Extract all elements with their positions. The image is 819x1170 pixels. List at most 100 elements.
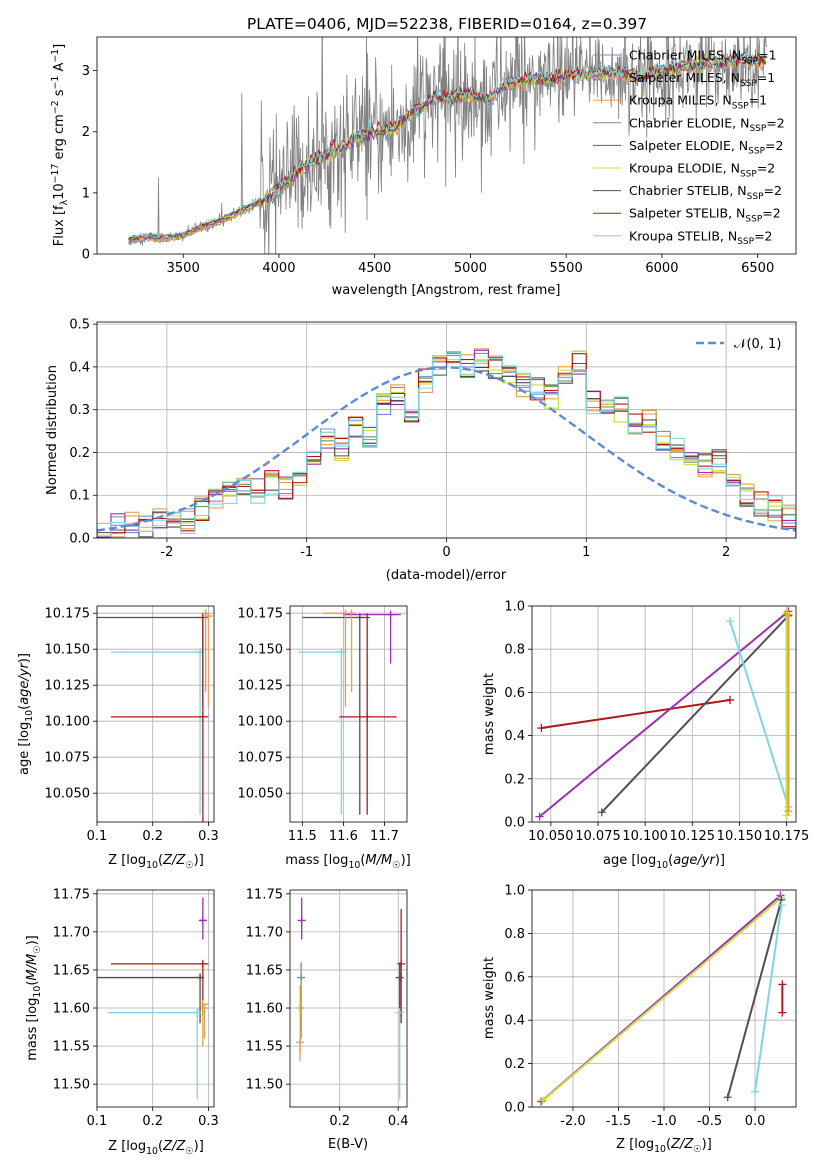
legend: Chabrier MILES, NSSP=1 Salpeter MILES, NS… [593,48,785,247]
x-tick-label: -1.0 [651,1114,676,1129]
y-tick-label: 10.075 [238,751,284,766]
y-tick-label: 11.65 [53,963,90,978]
x-tick-label: 0.1 [87,1114,108,1129]
x-axis-label: Z [log10(Z/Z☉)] [108,853,204,871]
point-marker [198,712,207,721]
data-point [97,973,205,1024]
series-marker [784,807,793,816]
x-tick-label: 6000 [645,261,678,276]
y-tick-label: 0.4 [504,1014,525,1029]
y-tick-label: 11.55 [53,1040,90,1055]
y-axis-label: Flux [fλ10−17 erg cm−2 s−1 A−1] [50,44,70,246]
plot-area [97,609,213,822]
x-tick-label: 0.3 [198,829,219,844]
point-marker [198,1000,207,1009]
y-tick-label: 11.50 [53,1078,90,1093]
observed-spectrum [128,37,768,254]
y-tick-label: 11.50 [246,1078,283,1093]
axes-frame [96,321,797,539]
series-line [538,610,790,818]
data-point [198,897,207,940]
y-tick-label: 10.075 [45,751,91,766]
series-marker [751,1087,760,1096]
axes-frame [289,605,408,823]
legend-label: Kroupa MILES, NSSP=1 [629,93,767,112]
y-tick-label: 10.150 [45,643,91,658]
series-marker [537,1097,546,1106]
x-axis-label: Z [log10(Z/Z☉)] [616,1137,712,1155]
y-tick-label: 11.70 [53,925,90,940]
legend-label: Chabrier MILES, NSSP=1 [629,48,777,67]
axes-frame [289,889,408,1108]
x-tick-label: 2 [722,545,730,560]
x-tick-label: -0.5 [697,1114,722,1129]
x-axis-label: wavelength [Angstrom, rest frame] [332,283,561,298]
y-tick-label: 1 [82,186,90,201]
x-tick-label: -2 [160,545,173,560]
series-marker [726,617,734,626]
x-tick-label: 0.2 [329,1114,350,1129]
point-marker [337,648,346,657]
point-marker [386,610,395,619]
x-tick-label: 6500 [741,261,774,276]
x-axis-label: (data-model)/error [386,568,507,583]
series-marker [723,1093,732,1102]
y-tick-label: 11.75 [246,887,283,902]
series-line [726,899,783,1098]
data-point [339,613,397,815]
point-marker [196,973,205,982]
panel-age_vs_mass: 11.5 11.6 11.7 10.050 10.075 10.100 10.125 10.1… [238,605,411,871]
x-tick-label: 10.100 [622,829,668,844]
series-line [601,615,790,813]
point-marker [204,612,213,621]
plot-area [535,607,793,821]
y-tick-label: 10.150 [238,643,284,658]
series-marker [537,724,546,733]
y-axis-label: mass weight [482,957,497,1039]
data-point [202,612,213,707]
x-tick-label: 11.6 [329,829,358,844]
data-point [110,613,209,822]
data-point [343,609,356,693]
x-tick-label: 1 [582,545,590,560]
x-tick-label: 0.4 [388,1114,409,1129]
data-point [297,897,306,940]
histogram-kroupa-stelib [97,352,796,538]
axes-frame [531,889,797,1108]
x-tick-label: 10.175 [764,829,810,844]
legend-label: Salpeter MILES, NSSP=1 [629,70,775,89]
x-tick-label: 4000 [262,261,295,276]
x-axis-label: Z [log10(Z/Z☉)] [108,1139,204,1157]
point-marker [397,959,406,968]
x-tick-label: 10.075 [575,829,621,844]
data-point [395,1008,404,1100]
point-marker [200,1004,209,1013]
point-marker [198,959,207,968]
x-tick-label: -2.0 [560,1114,585,1129]
data-point [322,609,352,707]
legend-label: Kroupa ELODIE, NSSP=2 [629,161,775,180]
y-tick-label: 10.100 [45,715,91,730]
panel-spectrum: 3500 4000 4500 5000 5500 6000 6500 0 1 2 3 Chabrier… [50,36,797,298]
plot-area [97,348,796,538]
y-tick-label: 10.125 [45,679,91,694]
y-tick-label: 11.60 [53,1002,90,1017]
x-tick-label: 5500 [550,261,583,276]
data-point [110,648,205,815]
legend-label: Kroupa STELIB, NSSP=2 [629,228,773,247]
series-marker [778,980,787,989]
x-tick-label: 0 [442,545,450,560]
point-marker [296,1004,305,1013]
y-tick-label: 0.8 [504,643,525,658]
data-point [343,610,401,664]
panel-mass_vs_Z: 0.1 0.2 0.3 11.50 11.55 11.60 11.65 11.70 11.75 Z… [25,887,219,1157]
x-tick-label: 10.150 [717,829,763,844]
y-tick-label: 0.6 [504,686,525,701]
series-marker [597,808,606,817]
legend: 𝒩(0, 1) [696,337,781,352]
point-marker [395,1008,404,1017]
data-point [200,1004,209,1039]
y-tick-label: 11.75 [53,887,90,902]
x-tick-label: 0.3 [198,1114,219,1129]
y-axis-label: mass [log10(M/M☉)] [25,935,43,1061]
